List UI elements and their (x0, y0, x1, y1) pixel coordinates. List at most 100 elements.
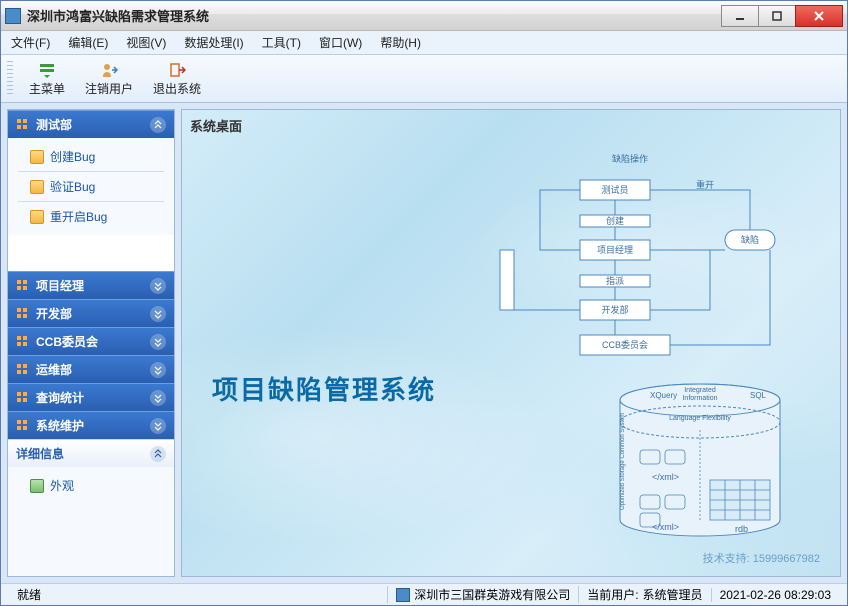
sidebar-item-verify-bug[interactable]: 验证Bug (8, 172, 174, 201)
system-title: 项目缺陷管理系统 (212, 370, 436, 407)
group-test-body: 创建Bug 验证Bug 重开启Bug (8, 138, 174, 235)
chevron-down-icon (150, 362, 166, 378)
company-icon (396, 588, 410, 602)
toolbar-grip (7, 61, 13, 97)
chevron-up-icon (150, 117, 166, 133)
edge-label: 重开 (696, 179, 714, 190)
chevron-down-icon (150, 278, 166, 294)
toolbar: 主菜单 注销用户 退出系统 (1, 55, 847, 103)
item-label: 创建Bug (50, 148, 95, 165)
exit-system-icon (167, 60, 187, 80)
grid-icon (16, 391, 30, 405)
menu-window[interactable]: 窗口(W) (315, 32, 366, 53)
exit-system-button[interactable]: 退出系统 (145, 58, 209, 100)
sidebar-group-dev[interactable]: 开发部 (8, 299, 174, 327)
database-diagram: XQuery Integrated Information SQL Langua… (610, 380, 790, 540)
node-assign: 指派 (606, 275, 624, 286)
sidebar-group-ops[interactable]: 运维部 (8, 355, 174, 383)
document-icon (30, 180, 44, 194)
status-user: 当前用户: 系统管理员 (578, 586, 710, 603)
logout-user-icon (99, 60, 119, 80)
sidebar-group-ccb[interactable]: CCB委员会 (8, 327, 174, 355)
menu-tools[interactable]: 工具(T) (258, 32, 305, 53)
logout-user-label: 注销用户 (85, 80, 133, 97)
db-label: rdb (735, 524, 748, 534)
sidebar-item-appearance[interactable]: 外观 (8, 471, 174, 500)
group-label: 测试部 (36, 116, 150, 133)
node-close: 缺陷 (741, 234, 759, 245)
menu-file[interactable]: 文件(F) (7, 32, 54, 53)
db-label: Integrated (684, 387, 716, 394)
main-menu-label: 主菜单 (29, 80, 65, 97)
group-label: 开发部 (36, 305, 150, 322)
user-label: 当前用户: (587, 586, 638, 603)
minimize-button[interactable] (721, 5, 759, 27)
node-ccb: CCB委员会 (602, 339, 648, 350)
chevron-down-icon (150, 418, 166, 434)
sidebar-group-pm[interactable]: 项目经理 (8, 271, 174, 299)
exit-system-label: 退出系统 (153, 80, 201, 97)
grid-icon (16, 118, 30, 132)
status-timestamp: 2021-02-26 08:29:03 (711, 588, 839, 602)
tech-support: 技术支持: 15999667982 (703, 550, 820, 566)
chevron-down-icon (150, 334, 166, 350)
db-label: Language Flexibility (669, 415, 731, 422)
menu-edit[interactable]: 编辑(E) (64, 32, 112, 53)
sidebar-group-test[interactable]: 测试部 (8, 110, 174, 138)
status-company: 深圳市三国群英游戏有限公司 (387, 586, 578, 603)
maximize-button[interactable] (758, 5, 796, 27)
close-button[interactable] (795, 5, 843, 27)
group-label: 系统维护 (36, 417, 150, 434)
menu-view[interactable]: 视图(V) (122, 32, 170, 53)
chevron-up-icon (150, 446, 166, 462)
menu-data[interactable]: 数据处理(I) (180, 32, 247, 53)
group-detail-body: 外观 (8, 467, 174, 504)
titlebar: 深圳市鸿富兴缺陷需求管理系统 (1, 1, 847, 31)
item-label: 重开启Bug (50, 208, 107, 225)
node-pm: 项目经理 (597, 244, 633, 255)
grid-icon (16, 335, 30, 349)
sidebar: 测试部 创建Bug 验证Bug 重开启Bug (7, 109, 175, 577)
chevron-down-icon (150, 390, 166, 406)
db-label: Information (682, 395, 717, 402)
node-dev: 开发部 (601, 304, 628, 315)
logout-user-button[interactable]: 注销用户 (77, 58, 141, 100)
group-label: 运维部 (36, 361, 150, 378)
db-side-label: Optimized Storage Common System (620, 413, 626, 510)
flowchart-diagram: 测试员 创建 项目经理 指派 开发部 CCB委员会 缺陷 缺陷操作 重开 (480, 150, 800, 360)
menubar: 文件(F) 编辑(E) 视图(V) 数据处理(I) 工具(T) 窗口(W) 帮助… (1, 31, 847, 55)
document-icon (30, 150, 44, 164)
edge-label: 缺陷操作 (612, 153, 648, 164)
sidebar-group-detail[interactable]: 详细信息 (8, 439, 174, 467)
item-label: 验证Bug (50, 178, 95, 195)
menu-help[interactable]: 帮助(H) (376, 32, 425, 53)
chevron-down-icon (150, 306, 166, 322)
document-icon (30, 210, 44, 224)
sidebar-group-maint[interactable]: 系统维护 (8, 411, 174, 439)
node-tester: 测试员 (601, 184, 628, 195)
grid-icon (16, 419, 30, 433)
sidebar-item-create-bug[interactable]: 创建Bug (8, 142, 174, 171)
main-menu-button[interactable]: 主菜单 (21, 58, 73, 100)
node-create: 创建 (606, 215, 624, 226)
grid-icon (16, 279, 30, 293)
main-panel: 系统桌面 项目缺陷管理系统 测试员 (181, 109, 841, 577)
db-label: XQuery (650, 391, 677, 400)
appearance-icon (30, 479, 44, 493)
group-label: 项目经理 (36, 277, 150, 294)
statusbar: 就绪 深圳市三国群英游戏有限公司 当前用户: 系统管理员 2021-02-26 … (1, 583, 847, 605)
group-label: CCB委员会 (36, 333, 150, 350)
item-label: 外观 (50, 477, 74, 494)
sidebar-item-reopen-bug[interactable]: 重开启Bug (8, 202, 174, 231)
group-label: 查询统计 (36, 389, 150, 406)
grid-icon (16, 363, 30, 377)
company-name: 深圳市三国群英游戏有限公司 (414, 586, 570, 603)
app-icon (5, 8, 21, 24)
db-label: SQL (750, 391, 767, 400)
panel-title: 系统桌面 (190, 116, 242, 135)
support-label: 技术支持: (703, 553, 750, 565)
db-label: </xml> (652, 472, 679, 482)
support-phone: 15999667982 (753, 553, 820, 565)
sidebar-group-query[interactable]: 查询统计 (8, 383, 174, 411)
user-name: 系统管理员 (643, 586, 703, 603)
